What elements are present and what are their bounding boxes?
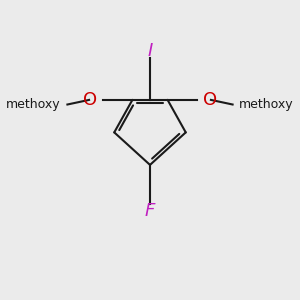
Text: O: O xyxy=(203,91,217,109)
Text: O: O xyxy=(83,91,97,109)
Text: methoxy: methoxy xyxy=(6,98,61,111)
Text: I: I xyxy=(147,42,153,60)
Text: F: F xyxy=(145,202,155,220)
Text: methoxy: methoxy xyxy=(239,98,294,111)
